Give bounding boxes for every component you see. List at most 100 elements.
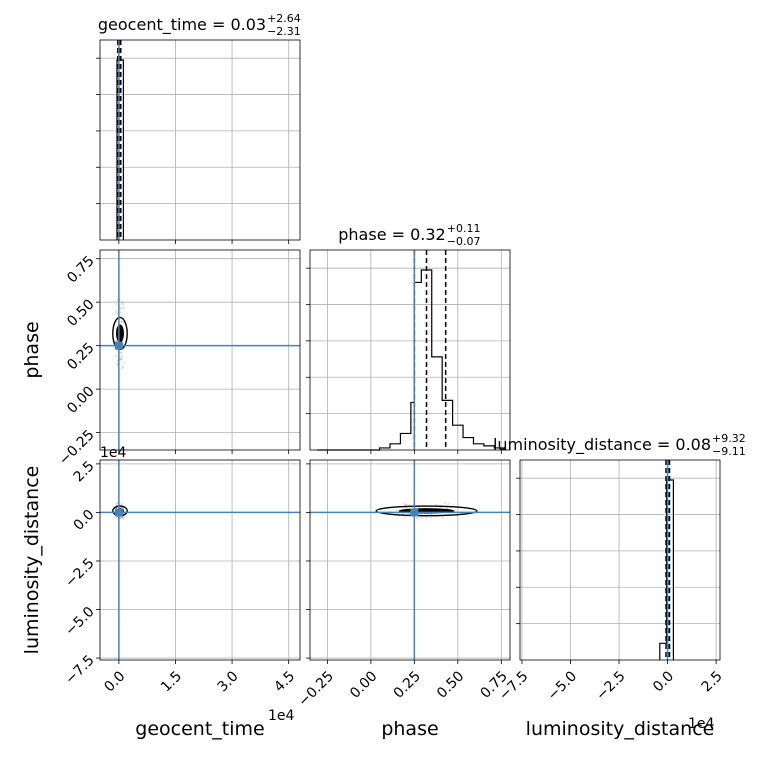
sample-point	[115, 303, 118, 305]
sample-point	[402, 502, 405, 505]
sample-point	[115, 354, 117, 357]
sample-point	[115, 311, 118, 314]
sample-point	[442, 516, 445, 519]
truth-marker	[410, 508, 419, 517]
sample-point	[121, 354, 123, 357]
sample-point	[123, 362, 125, 365]
x-axis-label-phase: phase	[381, 718, 438, 740]
panel-background	[520, 460, 720, 660]
sample-point	[404, 503, 407, 506]
sample-point	[405, 516, 408, 519]
panel-border	[99, 39, 301, 241]
title-phase: phase = 0.32 +0.11−0.07	[338, 222, 480, 248]
sample-point	[120, 516, 123, 519]
title-lower-error: −0.07	[447, 235, 481, 248]
truth-marker	[114, 341, 123, 350]
sample-point	[122, 307, 125, 310]
sample-point	[116, 363, 119, 366]
sample-point	[405, 507, 408, 509]
sample-point	[452, 504, 455, 507]
panel-geocent_time-vs-geocent_time	[96, 39, 301, 244]
title-luminosity_distance: luminosity_distance = 0.08 +9.32−9.11	[493, 432, 746, 458]
sample-point	[119, 358, 122, 361]
title-upper-error: +0.11	[447, 222, 481, 235]
panel-border	[99, 459, 301, 661]
sample-point	[121, 367, 124, 370]
panel-background	[310, 250, 510, 450]
panel-border	[99, 249, 301, 451]
x-offset-text-luminosity-distance: 1e4	[688, 716, 715, 732]
panel-border	[309, 249, 511, 451]
x-offset-text-geocent-time: 1e4	[268, 708, 295, 724]
sample-point	[119, 311, 122, 313]
sample-point	[115, 502, 118, 505]
panel-phase-vs-geocent_time: −0.250.000.250.500.75	[56, 249, 301, 469]
panel-background	[310, 460, 510, 660]
sample-point	[420, 516, 423, 518]
sample-point	[115, 327, 117, 330]
sample-point	[119, 351, 122, 354]
sample-point	[116, 516, 119, 518]
title-text: luminosity_distance = 0.08	[493, 435, 711, 455]
title-upper-error: +2.64	[267, 12, 301, 25]
sample-point	[418, 513, 421, 516]
plot-layer: −0.250.000.250.500.750.0 1.5 3.0 4.5−7.5−5.…	[21, 12, 746, 740]
truth-marker	[114, 508, 123, 517]
sample-point	[404, 506, 406, 509]
density-core	[116, 324, 124, 343]
sample-point	[115, 339, 118, 342]
density-contour	[375, 505, 478, 517]
sample-point	[435, 503, 437, 506]
histogram-luminosity_distance	[659, 479, 674, 660]
panel-luminosity_distance-vs-phase: −0.25 0.00 0.25 0.50 0.75	[295, 459, 511, 710]
sample-point	[115, 309, 118, 312]
title-lower-error: −2.31	[267, 25, 301, 38]
sample-point	[407, 512, 410, 515]
sample-point	[122, 516, 125, 518]
panel-background	[100, 40, 300, 240]
title-upper-error: +9.32	[712, 432, 746, 445]
title-text: geocent_time = 0.03	[98, 15, 266, 35]
title-lower-error: −9.11	[712, 445, 746, 458]
panel-phase-vs-phase	[306, 249, 511, 454]
sample-point	[121, 356, 124, 359]
sample-point	[115, 504, 118, 507]
panel-border	[309, 459, 511, 661]
sample-point	[395, 509, 398, 512]
sample-point	[119, 517, 122, 520]
sample-point	[121, 306, 124, 309]
sample-point	[402, 516, 405, 519]
sample-point	[122, 303, 125, 306]
sample-point	[121, 506, 124, 509]
y-offset-text-luminosity-distance: 1e4	[100, 445, 127, 461]
sample-point	[116, 299, 119, 302]
sample-point	[122, 366, 124, 369]
sample-point	[444, 502, 447, 504]
sample-point	[119, 357, 122, 360]
sample-point	[430, 516, 432, 519]
sample-point	[119, 506, 122, 509]
sample-point	[425, 516, 427, 519]
y-axis-label-phase: phase	[21, 321, 43, 378]
sample-point	[120, 351, 123, 354]
panel-background	[100, 250, 300, 450]
sample-point	[447, 503, 450, 505]
sample-point	[122, 517, 125, 520]
sample-point	[120, 320, 123, 323]
sample-point	[121, 502, 123, 505]
panel-background	[100, 460, 300, 660]
sample-point	[120, 516, 123, 518]
sample-point	[121, 302, 124, 305]
sample-point	[121, 300, 124, 303]
title-geocent_time: geocent_time = 0.03 +2.64−2.31	[98, 12, 301, 38]
sample-point	[116, 312, 119, 315]
sample-point	[120, 506, 123, 509]
sample-point	[120, 358, 123, 361]
x-axis-label-geocent-time: geocent_time	[135, 718, 264, 740]
sample-point	[416, 517, 419, 519]
sample-point	[420, 513, 423, 516]
sample-point	[119, 308, 122, 311]
sample-point	[416, 517, 419, 520]
x-axis-label-luminosity-distance: luminosity_distance	[526, 718, 715, 740]
